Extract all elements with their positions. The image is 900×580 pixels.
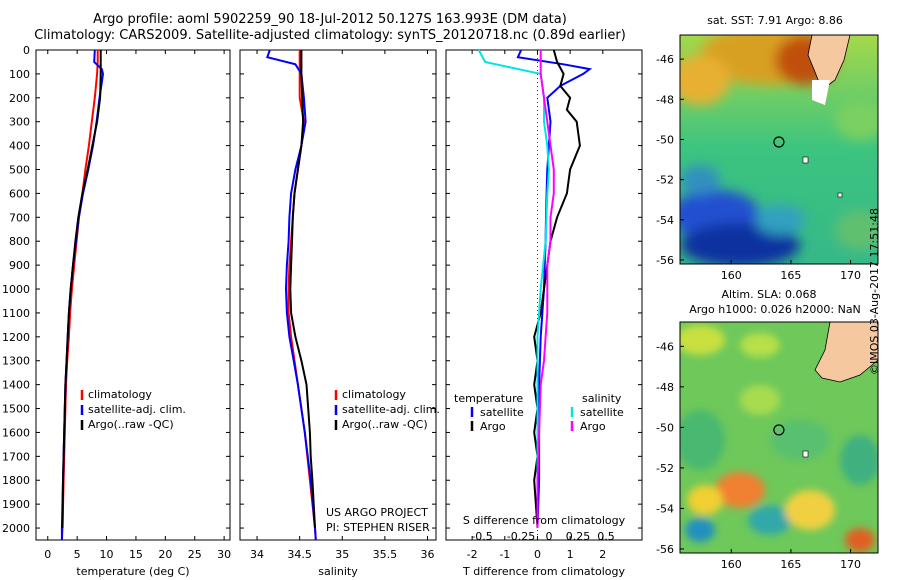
y-tick-label: 2000	[2, 522, 30, 535]
salinity-profile-frame	[239, 49, 437, 541]
s-tick-label: 0.5	[597, 530, 615, 543]
map-y-tick-label: -48	[656, 93, 674, 106]
profile-location-marker	[773, 136, 785, 148]
legend-heading-salinity: salinity	[582, 392, 622, 405]
x-tick-label: 34.5	[287, 548, 312, 561]
sla-map-title: Altim. SLA: 0.068	[721, 288, 816, 301]
y-tick-label: 1500	[2, 403, 30, 416]
map-x-tick-label: 165	[780, 558, 801, 571]
x-tick-label: -1	[499, 548, 510, 561]
x-tick-label: 2	[599, 548, 606, 561]
map-y-tick-label: -50	[656, 133, 674, 146]
imos-timestamp: ©IMOS 03-Aug-2017 17:51:48	[868, 208, 881, 375]
map-y-tick-label: -52	[656, 174, 674, 187]
legend-label: Argo	[480, 420, 506, 433]
figure-subtitle: Climatology: CARS2009. Satellite-adjuste…	[34, 28, 626, 43]
legend-label: satellite	[480, 406, 524, 419]
y-tick-label: 400	[9, 140, 30, 153]
x-tick-label: 20	[158, 548, 172, 561]
y-tick-label: 1000	[2, 283, 30, 296]
legend-heading-temperature: temperature	[454, 392, 523, 405]
y-tick-label: 1600	[2, 426, 30, 439]
x-axis-label: temperature (deg C)	[76, 565, 189, 578]
s-tick-label: -0.5	[471, 530, 492, 543]
map-y-tick-label: -56	[656, 254, 674, 267]
sla-map-frame	[679, 321, 879, 554]
figure-title: Argo profile: aoml 5902259_90 18-Jul-201…	[93, 12, 567, 27]
profile-location-marker	[773, 424, 785, 436]
x-tick-label: 30	[217, 548, 231, 561]
x-tick-label: 1	[567, 548, 574, 561]
y-tick-label: 1700	[2, 450, 30, 463]
y-tick-label: 1400	[2, 379, 30, 392]
y-tick-label: 500	[9, 164, 30, 177]
map-y-tick-label: -54	[656, 214, 674, 227]
series-t-satellite	[516, 49, 593, 529]
legend-label: climatology	[88, 388, 152, 401]
s-tick-label: -0.25	[507, 530, 535, 543]
y-tick-label: 1800	[2, 474, 30, 487]
y-tick-label: 800	[9, 235, 30, 248]
x-tick-label: 0	[44, 548, 51, 561]
x-tick-label: 35	[335, 548, 349, 561]
map-x-tick-label: 160	[721, 269, 742, 282]
sst-map-title: sat. SST: 7.91 Argo: 8.86	[707, 14, 843, 27]
legend-label: climatology	[342, 388, 406, 401]
x-axis-label: T difference from climatology	[462, 565, 625, 578]
x-axis-label-top: S difference from climatology	[463, 514, 626, 527]
x-tick-label: -2	[467, 548, 478, 561]
map-x-tick-label: 170	[840, 558, 861, 571]
map-y-tick-label: -46	[656, 53, 674, 66]
map-x-tick-label: 165	[780, 269, 801, 282]
x-tick-label: 34	[250, 548, 264, 561]
x-tick-label: 25	[188, 548, 202, 561]
map-y-tick-label: -54	[656, 502, 674, 515]
x-tick-label: 0	[534, 548, 541, 561]
temperature-profile-frame	[35, 49, 231, 541]
map-x-tick-label: 170	[840, 269, 861, 282]
y-tick-label: 1900	[2, 498, 30, 511]
credit-pi: PI: STEPHEN RISER	[326, 521, 430, 534]
legend-label: satellite-adj. clim.	[88, 403, 186, 416]
x-tick-label: 35.5	[373, 548, 398, 561]
s-tick-label: 0.25	[566, 530, 591, 543]
y-tick-label: 700	[9, 211, 30, 224]
legend-label: satellite	[580, 406, 624, 419]
map-y-tick-label: -50	[656, 421, 674, 434]
x-tick-label: 15	[129, 548, 143, 561]
y-tick-label: 300	[9, 116, 30, 129]
legend-label: Argo(..raw -QC)	[88, 418, 174, 431]
y-tick-label: 1300	[2, 355, 30, 368]
sla-map-subtitle: Argo h1000: 0.026 h2000: NaN	[689, 303, 861, 316]
y-tick-label: 100	[9, 68, 30, 81]
x-tick-label: 10	[100, 548, 114, 561]
map-x-tick-label: 160	[721, 558, 742, 571]
map-y-tick-label: -56	[656, 543, 674, 556]
y-tick-label: 200	[9, 92, 30, 105]
y-tick-label: 1100	[2, 307, 30, 320]
credit-project: US ARGO PROJECT	[326, 506, 428, 519]
series-argo	[61, 50, 102, 529]
legend-label: Argo(..raw -QC)	[342, 418, 428, 431]
y-tick-label: 600	[9, 187, 30, 200]
legend-label: Argo	[580, 420, 606, 433]
y-tick-label: 0	[23, 44, 30, 57]
x-tick-label: 5	[74, 548, 81, 561]
y-tick-label: 1200	[2, 331, 30, 344]
map-y-tick-label: -46	[656, 340, 674, 353]
sla-map-field	[680, 322, 878, 553]
y-tick-label: 900	[9, 259, 30, 272]
map-y-tick-label: -48	[656, 381, 674, 394]
sst-map-field	[680, 35, 878, 264]
sst-map-frame	[679, 34, 879, 265]
map-y-tick-label: -52	[656, 462, 674, 475]
s-tick-label: 0	[546, 530, 553, 543]
legend-label: satellite-adj. clim.	[342, 403, 440, 416]
x-tick-label: 36	[420, 548, 434, 561]
series-argo	[289, 50, 316, 529]
x-axis-label: salinity	[318, 565, 358, 578]
series-s-argo	[536, 50, 555, 528]
